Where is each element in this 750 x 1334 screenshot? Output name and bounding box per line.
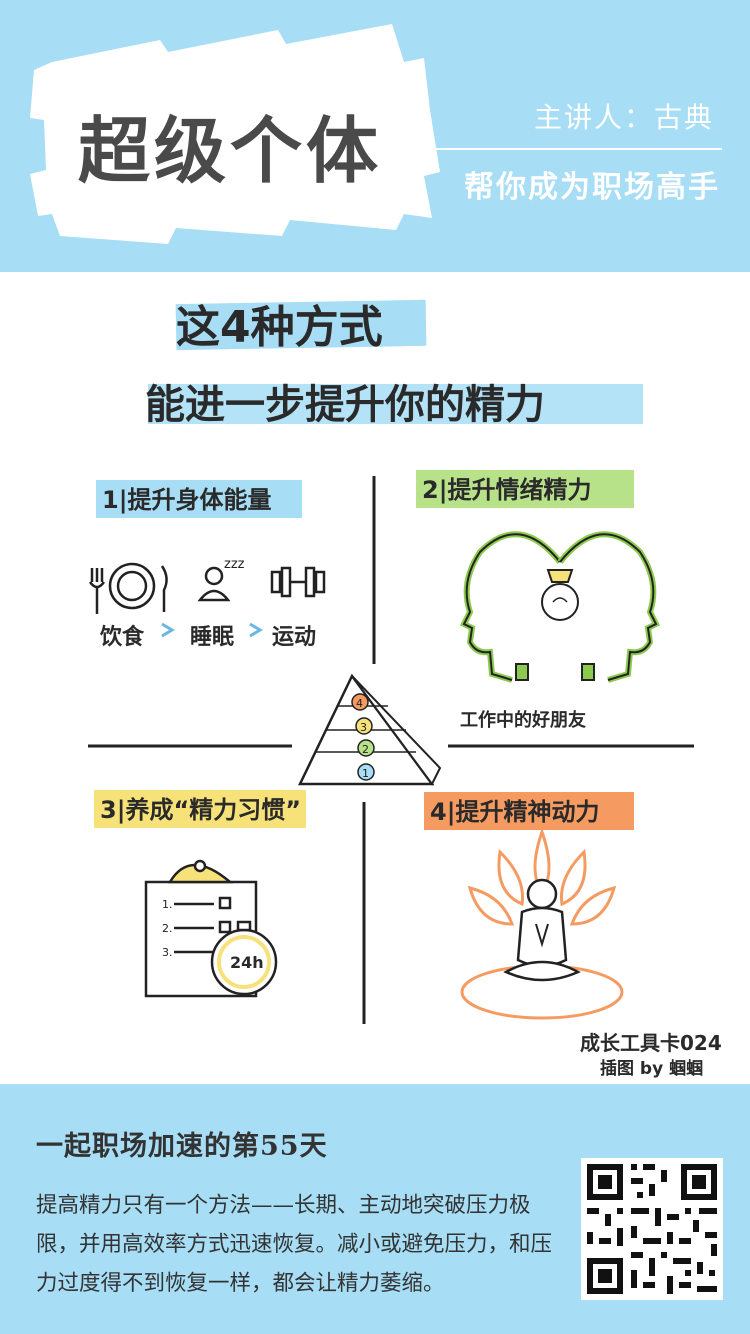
sleeping-person-icon: zzz bbox=[197, 557, 245, 602]
q3-label: 3|养成“精力习惯” bbox=[100, 796, 301, 824]
header-divider bbox=[432, 148, 722, 150]
speaker-label: 主讲人：古典 bbox=[533, 101, 714, 134]
list-number-3: 3. bbox=[162, 946, 173, 959]
item-sleep: 睡眠 bbox=[190, 625, 234, 650]
arrow-icon bbox=[161, 622, 175, 638]
q2-caption: 工作中的好朋友 bbox=[460, 709, 586, 731]
zzz-label: zzz bbox=[224, 557, 245, 572]
level-4-label: 4 bbox=[356, 697, 363, 710]
q1-label-bg bbox=[96, 480, 302, 518]
level-4-marker bbox=[351, 693, 369, 711]
q3-label-bg bbox=[94, 790, 306, 828]
body-paragraph: 提高精力只有一个方法——长期、主动地突破压力极限，并用高效率方式迅速恢复。减小或… bbox=[36, 1193, 553, 1296]
heading-highlight bbox=[175, 299, 427, 351]
level-2-label: 2 bbox=[362, 743, 369, 756]
fork-plate-knife-icon bbox=[88, 562, 168, 614]
dumbbell-icon bbox=[270, 566, 326, 598]
day-title: 一起职场加速的第55天 bbox=[36, 1131, 328, 1162]
q4-label-bg bbox=[424, 792, 634, 830]
page-title: 超级个体 bbox=[78, 109, 383, 193]
arrow-icon bbox=[249, 622, 263, 638]
level-3-marker bbox=[355, 717, 373, 735]
q1-label: 1|提升身体能量 bbox=[102, 486, 271, 514]
card-number: 成长工具卡024 bbox=[580, 1031, 722, 1055]
heading-line-2: 能进一步提升你的精力 bbox=[145, 382, 545, 428]
two-heads-bulb-icon bbox=[459, 531, 661, 683]
item-exercise: 运动 bbox=[272, 625, 316, 650]
level-1-marker bbox=[357, 763, 375, 781]
qr-code[interactable] bbox=[581, 1158, 723, 1300]
q4-label: 4|提升精神动力 bbox=[430, 798, 599, 826]
level-3-label: 3 bbox=[360, 721, 367, 734]
illustration-credit: 插图 by 蝈蝈 bbox=[600, 1058, 703, 1079]
timer-label: 24h bbox=[230, 953, 264, 972]
illustration: 这4种方式 能进一步提升你的精力 1|提升身体能量 zzz 饮食 睡眠 运动 2… bbox=[88, 299, 722, 1079]
meditation-lotus-icon bbox=[460, 827, 624, 1020]
q2-label: 2|提升情绪精力 bbox=[422, 476, 591, 504]
list-number-1: 1. bbox=[162, 898, 173, 911]
q2-label-bg bbox=[416, 470, 634, 508]
torn-paper-title-card bbox=[30, 24, 440, 244]
slogan: 帮你成为职场高手 bbox=[464, 170, 720, 205]
item-diet: 饮食 bbox=[99, 624, 145, 650]
level-1-label: 1 bbox=[362, 767, 369, 780]
heading-line-1: 这4种方式 bbox=[176, 302, 383, 353]
heading-highlight-2 bbox=[148, 384, 643, 424]
qr-code-icon bbox=[581, 1158, 723, 1300]
level-2-marker bbox=[357, 739, 375, 757]
clipboard-timer-icon bbox=[144, 859, 278, 998]
list-number-2: 2. bbox=[162, 922, 173, 935]
